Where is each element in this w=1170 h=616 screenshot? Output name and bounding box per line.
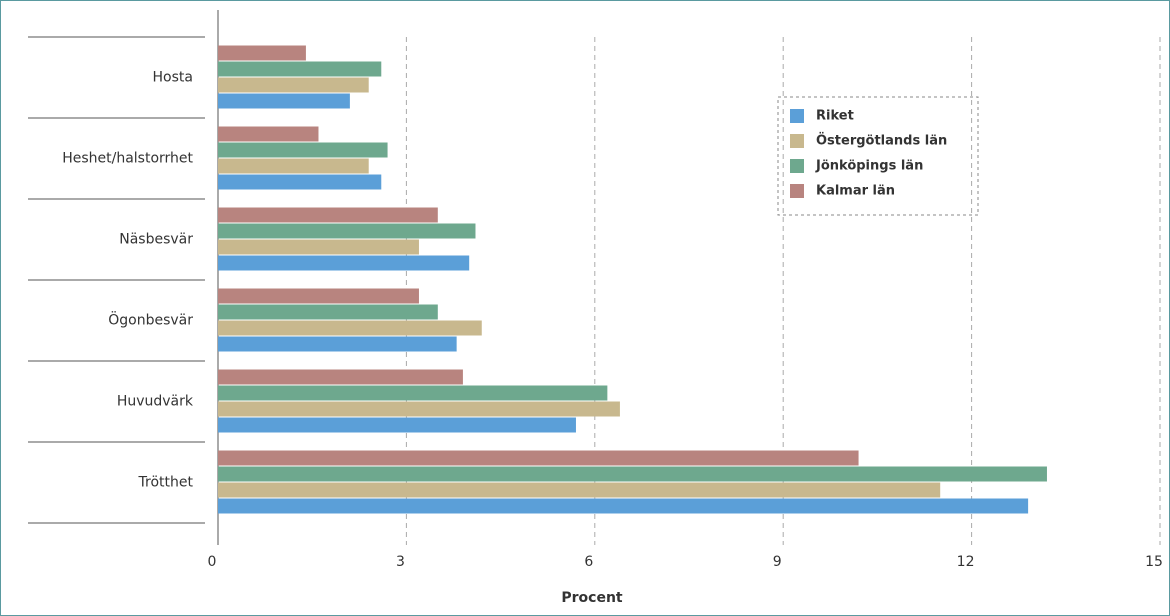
bar bbox=[218, 174, 382, 190]
x-tick-label: 15 bbox=[1145, 554, 1163, 570]
bar bbox=[218, 466, 1047, 482]
y-tick-label: Trötthet bbox=[138, 475, 194, 491]
bar bbox=[218, 158, 369, 174]
bar bbox=[218, 385, 608, 401]
x-tick-label: 3 bbox=[396, 554, 405, 570]
y-tick-label: Ögonbesvär bbox=[108, 311, 193, 329]
legend-label: Riket bbox=[816, 109, 854, 124]
x-tick-label: 12 bbox=[957, 554, 975, 570]
legend-label: Östergötlands län bbox=[816, 133, 947, 149]
bar bbox=[218, 126, 319, 142]
x-tick-label: 9 bbox=[773, 554, 782, 570]
bar bbox=[218, 498, 1029, 514]
y-tick-label: Huvudvärk bbox=[117, 394, 194, 410]
bar bbox=[218, 401, 620, 417]
bar bbox=[218, 61, 382, 77]
bar bbox=[218, 207, 438, 223]
bar bbox=[218, 417, 576, 433]
bar bbox=[218, 45, 306, 61]
legend-label: Jönköpings län bbox=[815, 159, 923, 174]
bar bbox=[218, 93, 350, 109]
x-axis-title: Procent bbox=[561, 590, 623, 606]
x-tick-label: 6 bbox=[584, 554, 593, 570]
bar bbox=[218, 320, 482, 336]
bar bbox=[218, 77, 369, 93]
bar bbox=[218, 369, 463, 385]
bar bbox=[218, 255, 470, 271]
legend-label: Kalmar län bbox=[816, 184, 895, 199]
legend: Riket Östergötlands län Jönköpings län Kalm… bbox=[790, 109, 947, 199]
bar bbox=[218, 239, 419, 255]
legend-box bbox=[777, 96, 979, 216]
legend-swatch bbox=[790, 109, 804, 123]
x-tick-label: 0 bbox=[208, 554, 217, 570]
bar bbox=[218, 142, 388, 158]
bar bbox=[218, 304, 438, 320]
bar bbox=[218, 288, 419, 304]
bar bbox=[218, 223, 476, 239]
legend-swatch bbox=[790, 134, 804, 148]
bar bbox=[218, 336, 457, 352]
y-tick-label: Heshet/halstorrhet bbox=[62, 151, 193, 167]
y-tick-label: Näsbesvär bbox=[119, 232, 193, 248]
legend-swatch bbox=[790, 159, 804, 173]
bar bbox=[218, 450, 859, 466]
bar bbox=[218, 482, 941, 498]
y-tick-label: Hosta bbox=[153, 70, 193, 86]
legend-swatch bbox=[790, 184, 804, 198]
